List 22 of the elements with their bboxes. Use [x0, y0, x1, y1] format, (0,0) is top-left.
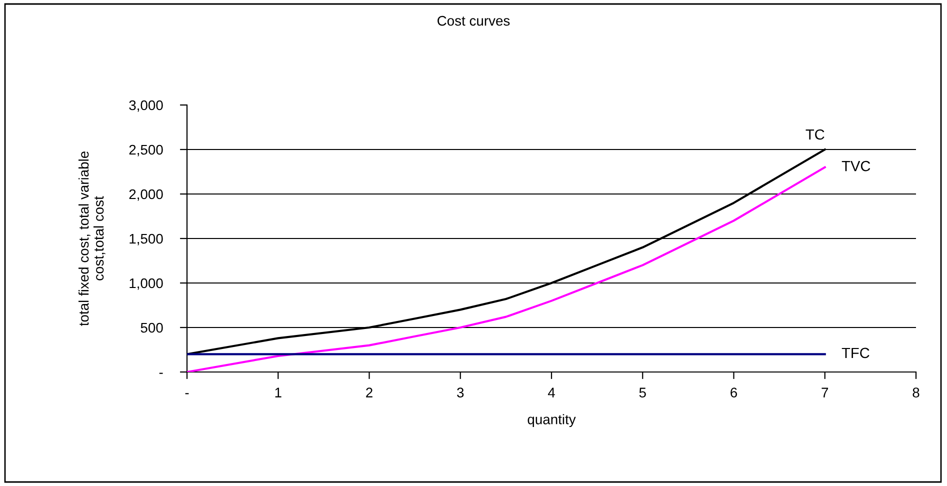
x-tick-label: 6	[730, 388, 737, 398]
x-tick-label: 8	[912, 388, 920, 398]
x-tick-label: 3	[457, 388, 464, 398]
chart-title: Cost curves	[438, 16, 510, 26]
series-label: TFC	[842, 348, 870, 358]
x-axis-title: quantity	[528, 414, 576, 428]
y-axis-title: total fixed cost, total variable cost,total cost	[78, 151, 106, 326]
x-tick-label: 2	[366, 388, 372, 398]
y-tick-label: 3,000	[129, 100, 163, 112]
y-tick-label: 2,500	[129, 144, 163, 156]
x-tick-label: 4	[548, 388, 555, 398]
x-tick-label: 7	[822, 388, 828, 398]
series-label: TC	[806, 129, 824, 140]
line-series	[187, 166, 826, 372]
y-tick-label: 2,000	[129, 189, 163, 201]
x-tick-label: 1	[275, 388, 282, 398]
y-tick-label: 1,000	[130, 278, 163, 290]
x-tick-label: 5	[639, 388, 646, 398]
y-tick-label: -	[159, 372, 163, 374]
y-tick-label: 500	[140, 322, 163, 333]
series-label: TVC	[842, 160, 870, 172]
y-tick-label: 1,500	[130, 234, 163, 246]
